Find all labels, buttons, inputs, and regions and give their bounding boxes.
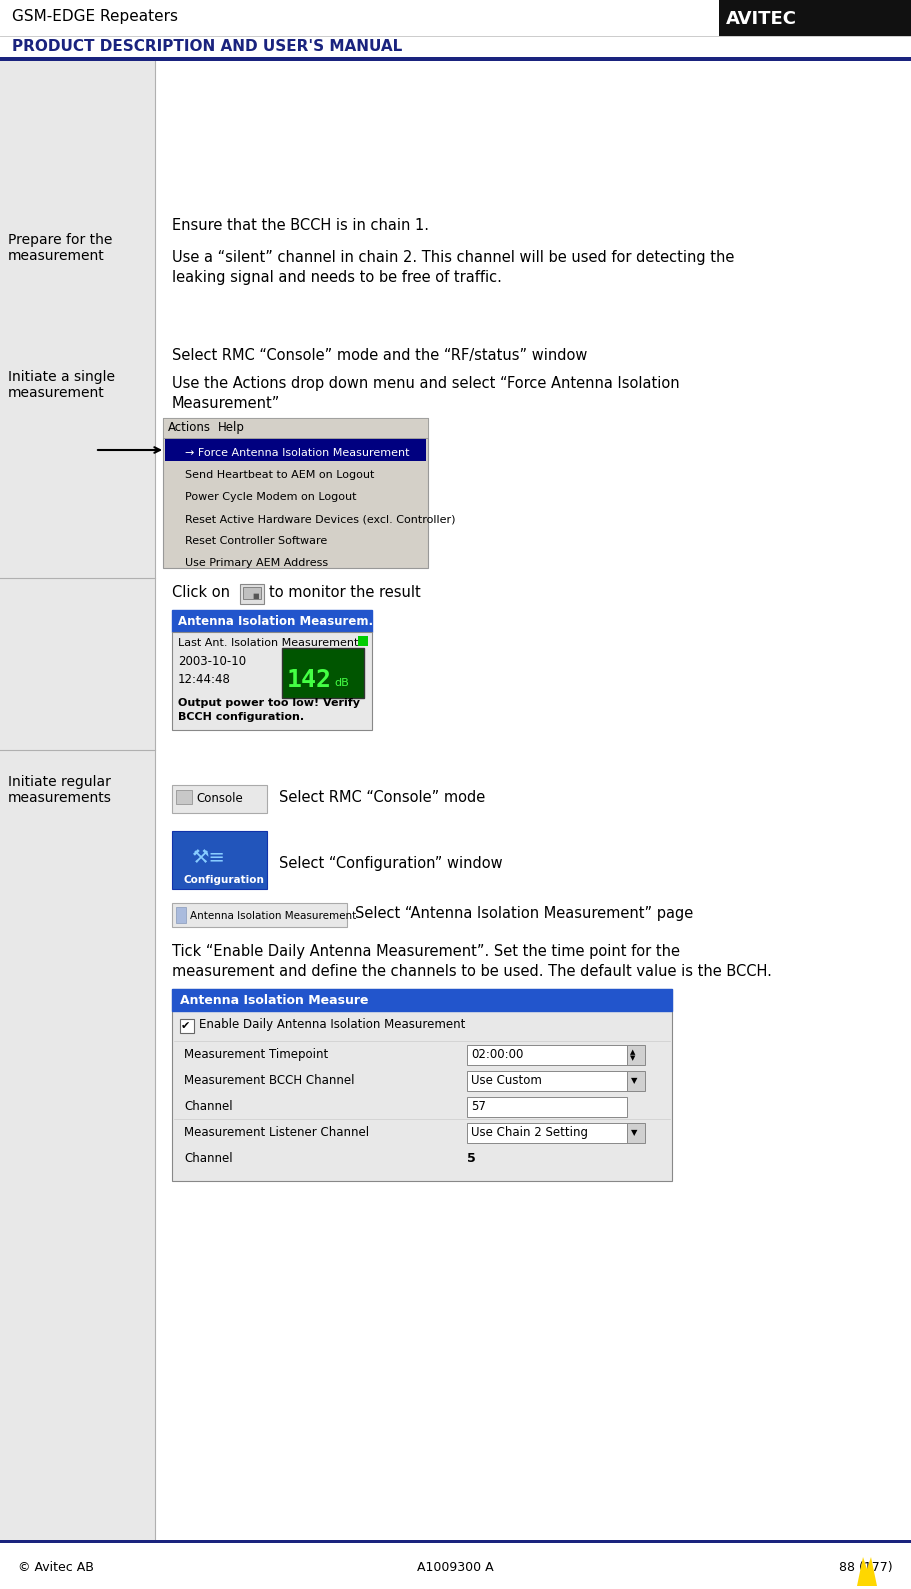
Text: 57: 57 (471, 1100, 486, 1112)
Bar (172, 903, 347, 926)
Bar (172, 785, 267, 814)
Text: 2003-10-10: 2003-10-10 (178, 655, 246, 667)
Text: Select “Antenna Isolation Measurement” page: Select “Antenna Isolation Measurement” p… (355, 906, 693, 922)
Text: Prepare for the
measurement: Prepare for the measurement (8, 234, 112, 264)
Bar (0, 60, 155, 1540)
Text: Use Chain 2 Setting: Use Chain 2 Setting (471, 1127, 588, 1139)
Text: Select “Configuration” window: Select “Configuration” window (279, 856, 503, 871)
Text: Channel: Channel (184, 1100, 232, 1112)
Text: measurement and define the channels to be used. The default value is the BCCH.: measurement and define the channels to b… (172, 965, 772, 979)
Text: ✔: ✔ (181, 1022, 190, 1031)
Text: Configuration: Configuration (184, 876, 265, 885)
Bar (627, 1071, 645, 1092)
Bar (467, 1071, 627, 1092)
Bar (282, 648, 364, 698)
Text: ■: ■ (252, 593, 259, 599)
Bar (627, 1046, 645, 1065)
Text: GSM-EDGE Repeaters: GSM-EDGE Repeaters (12, 10, 178, 24)
Text: Help: Help (218, 421, 245, 434)
Text: 88 (177): 88 (177) (839, 1560, 893, 1575)
Bar (176, 790, 192, 804)
Text: 142: 142 (287, 667, 332, 691)
Text: Use Custom: Use Custom (471, 1074, 542, 1087)
Text: Actions: Actions (168, 421, 211, 434)
Text: Select RMC “Console” mode and the “RF/status” window: Select RMC “Console” mode and the “RF/st… (172, 348, 588, 362)
Text: AVITEC: AVITEC (726, 10, 797, 29)
Bar (163, 418, 428, 567)
Text: Measurement BCCH Channel: Measurement BCCH Channel (184, 1074, 354, 1087)
Text: 12:44:48: 12:44:48 (178, 674, 230, 686)
Text: Enable Daily Antenna Isolation Measurement: Enable Daily Antenna Isolation Measureme… (199, 1019, 466, 1031)
Text: ▲: ▲ (630, 1049, 635, 1055)
Text: Initiate regular
measurements: Initiate regular measurements (8, 775, 112, 806)
Text: ▼: ▼ (631, 1128, 638, 1138)
Text: Send Heartbeat to AEM on Logout: Send Heartbeat to AEM on Logout (185, 470, 374, 480)
Text: ▼: ▼ (630, 1055, 635, 1061)
Text: Use Primary AEM Address: Use Primary AEM Address (185, 558, 328, 567)
Text: 5: 5 (467, 1152, 476, 1165)
Text: ▼: ▼ (631, 1076, 638, 1085)
Text: Last Ant. Isolation Measurement: Last Ant. Isolation Measurement (178, 639, 358, 648)
Text: dB: dB (334, 679, 349, 688)
Bar (243, 586, 261, 599)
Text: Reset Controller Software: Reset Controller Software (185, 535, 327, 547)
Text: Reset Active Hardware Devices (excl. Controller): Reset Active Hardware Devices (excl. Con… (185, 513, 456, 524)
Text: Ensure that the BCCH is in chain 1.: Ensure that the BCCH is in chain 1. (172, 218, 429, 234)
Text: leaking signal and needs to be free of traffic.: leaking signal and needs to be free of t… (172, 270, 502, 284)
Text: PRODUCT DESCRIPTION AND USER'S MANUAL: PRODUCT DESCRIPTION AND USER'S MANUAL (12, 40, 403, 54)
Bar (467, 1046, 627, 1065)
Text: Measurement”: Measurement” (172, 396, 281, 412)
Text: Use the Actions drop down menu and select “Force Antenna Isolation: Use the Actions drop down menu and selec… (172, 377, 680, 391)
Bar (172, 988, 672, 1181)
Text: Measurement Listener Channel: Measurement Listener Channel (184, 1127, 369, 1139)
Text: © Avitec AB: © Avitec AB (18, 1560, 94, 1575)
Bar (176, 907, 186, 923)
Bar (467, 1123, 627, 1142)
Bar (240, 585, 264, 604)
Text: Use a “silent” channel in chain 2. This channel will be used for detecting the: Use a “silent” channel in chain 2. This … (172, 249, 734, 265)
Text: Power Cycle Modem on Logout: Power Cycle Modem on Logout (185, 493, 356, 502)
Bar (163, 418, 428, 439)
Text: Select RMC “Console” mode: Select RMC “Console” mode (279, 790, 486, 806)
Bar (172, 632, 372, 729)
Bar (165, 439, 426, 461)
Text: Tick “Enable Daily Antenna Measurement”. Set the time point for the: Tick “Enable Daily Antenna Measurement”.… (172, 944, 680, 960)
Bar (0, 1540, 911, 1543)
Text: Output power too low! Verify: Output power too low! Verify (178, 698, 360, 709)
Bar (0, 57, 911, 60)
Bar (172, 988, 672, 1011)
Text: Antenna Isolation Measurement: Antenna Isolation Measurement (190, 910, 356, 922)
Text: Channel: Channel (184, 1152, 232, 1165)
Bar (719, 0, 911, 37)
Text: Antenna Isolation Measurem.: Antenna Isolation Measurem. (178, 615, 374, 628)
Text: Initiate a single
measurement: Initiate a single measurement (8, 370, 115, 400)
Polygon shape (857, 1557, 877, 1586)
Text: Measurement Timepoint: Measurement Timepoint (184, 1049, 328, 1061)
Text: Antenna Isolation Measure: Antenna Isolation Measure (180, 995, 369, 1007)
Text: ⚒≡: ⚒≡ (192, 849, 226, 868)
Text: Console: Console (196, 791, 242, 806)
Text: → Force Antenna Isolation Measurement: → Force Antenna Isolation Measurement (185, 448, 410, 458)
Text: A1009300 A: A1009300 A (416, 1560, 494, 1575)
Text: 02:00:00: 02:00:00 (471, 1049, 524, 1061)
Bar (627, 1123, 645, 1142)
Bar (172, 610, 372, 632)
Bar (180, 1019, 194, 1033)
Text: BCCH configuration.: BCCH configuration. (178, 712, 304, 721)
Bar (172, 831, 267, 888)
Bar (358, 636, 368, 647)
Text: Click on: Click on (172, 585, 230, 601)
Bar (467, 1096, 627, 1117)
Text: to monitor the result: to monitor the result (269, 585, 421, 601)
